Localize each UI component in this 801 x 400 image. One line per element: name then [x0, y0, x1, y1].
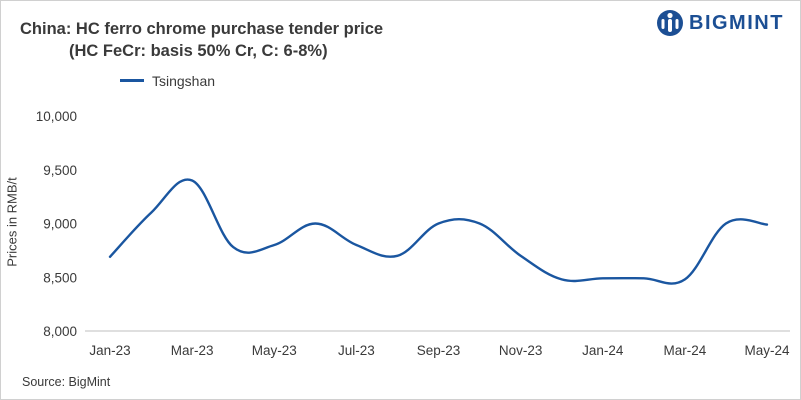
bigmint-logo-icon — [657, 10, 683, 36]
bigmint-logo: BIGMINT — [655, 8, 795, 38]
legend-swatch-tsingshan — [120, 78, 144, 82]
x-tick-label: Sep-23 — [417, 343, 461, 358]
legend-label-tsingshan: Tsingshan — [152, 73, 216, 89]
y-tick-label: 10,000 — [36, 109, 77, 124]
x-tick-label: Jul-23 — [338, 343, 375, 358]
x-tick-label: Mar-24 — [663, 343, 706, 358]
y-tick-label: 8,000 — [43, 324, 77, 339]
x-tick-label: Mar-23 — [171, 343, 214, 358]
x-tick-label: Jan-23 — [89, 343, 130, 358]
y-tick-label: 8,500 — [43, 270, 77, 285]
x-tick-label: May-23 — [252, 343, 297, 358]
bigmint-logo-text: BIGMINT — [689, 12, 784, 34]
chart-title-block: China: HC ferro chrome purchase tender p… — [20, 18, 383, 62]
series-line-tsingshan — [108, 178, 769, 285]
x-tick-label: Jan-24 — [582, 343, 624, 358]
source-note: Source: BigMint — [22, 375, 111, 389]
x-tick-label: Nov-23 — [499, 343, 543, 358]
x-tick-label: May-24 — [744, 343, 790, 358]
chart-title: China: HC ferro chrome purchase tender p… — [20, 20, 384, 38]
y-tick-label: 9,000 — [43, 217, 77, 232]
y-tick-label: 9,500 — [43, 163, 77, 178]
chart-legend: Tsingshan — [120, 73, 215, 89]
chart-subtitle: (HC FeCr: basis 50% Cr, C: 6-8%) — [69, 42, 328, 60]
